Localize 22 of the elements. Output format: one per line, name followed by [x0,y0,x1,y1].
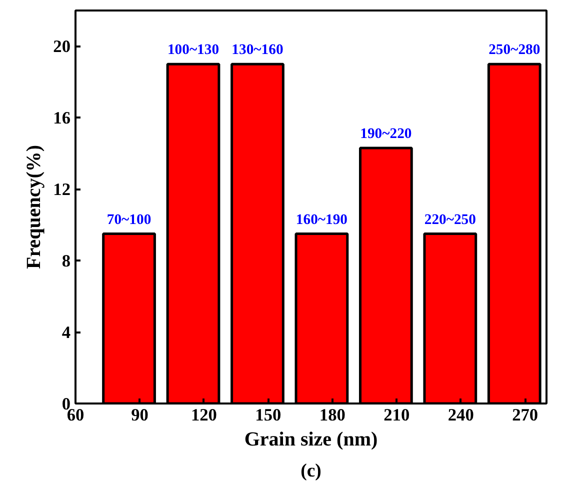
text: (c) [300,460,322,482]
x-tick-label: 180 [319,406,346,424]
annotation: 160~190 [296,212,348,228]
y-tick-label: 16 [53,108,71,128]
y-tick-label: 4 [62,323,71,342]
y-axis-title: Frequency(%) [23,144,46,270]
annotation: 220~250 [424,212,476,228]
x-tick-label: 240 [448,406,474,424]
y-tick-label: 20 [53,37,70,56]
x-tick-label: 90 [131,406,148,424]
annotation: 130~160 [232,42,284,58]
annotation: 250~280 [488,42,540,58]
x-tick-label: 120 [190,406,217,424]
annotation: 100~130 [167,42,220,58]
y-tick-label: 8 [62,252,71,271]
x-tick-label: 210 [384,406,410,424]
x-axis-title: Grain size (nm) [244,428,378,450]
y-tick-label: 12 [53,180,70,200]
annotation: 70~100 [106,212,152,228]
annotation: 190~220 [360,126,412,142]
x-tick-label: 270 [512,406,538,424]
x-tick-label: 150 [255,406,282,424]
